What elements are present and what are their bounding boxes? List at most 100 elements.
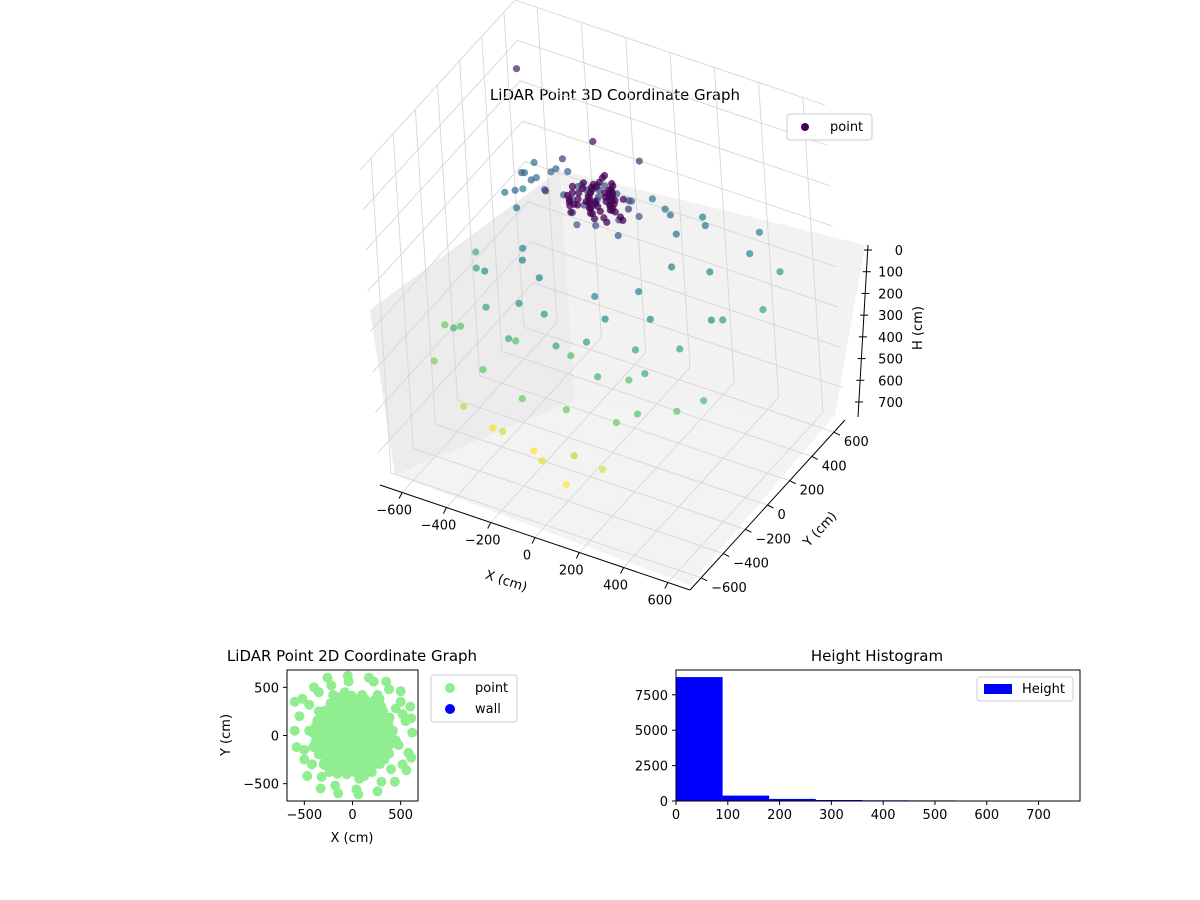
x-tick-label-hist: 700 <box>1026 808 1051 823</box>
point-3d <box>600 172 609 180</box>
point-2d <box>322 672 333 683</box>
chart-2d-title: LiDAR Point 2D Coordinate Graph <box>227 647 477 665</box>
x-tick-label-2d: 0 <box>348 808 356 823</box>
point-2d <box>325 698 336 709</box>
z-tick-label-3d: 0 <box>895 244 903 259</box>
chart-2d: LiDAR Point 2D Coordinate Graph −500−500… <box>219 647 518 846</box>
z-axis-label-3d: H (cm) <box>911 306 926 350</box>
y-tick-mark-3d <box>700 577 708 582</box>
y-axis-label-3d: Y (cm) <box>800 509 840 551</box>
z-tick-label-3d: 600 <box>878 374 903 389</box>
plot-frame-hist <box>675 669 1081 802</box>
point-2d <box>313 749 324 760</box>
x-tick-mark-3d <box>487 522 492 529</box>
grid-line-y <box>392 133 724 554</box>
grid-line-z <box>359 0 826 171</box>
point-3d <box>582 338 591 346</box>
grid-line-y <box>370 157 702 579</box>
z-tick-label-3d: 200 <box>878 287 903 302</box>
point-2d <box>308 728 319 739</box>
point-3d <box>472 264 480 272</box>
point-3d <box>512 65 521 73</box>
point-3d <box>499 428 507 436</box>
legend-2d-wall-label: wall <box>475 702 501 717</box>
y-tick-mark-3d <box>722 553 730 558</box>
point-3d <box>441 321 449 329</box>
point-3d <box>574 201 582 209</box>
point-2d <box>359 693 370 704</box>
y-tick-mark-3d <box>767 504 774 509</box>
point-3d <box>481 267 489 275</box>
point-3d <box>562 406 570 414</box>
point-3d <box>585 194 593 202</box>
legend-hist: Height <box>976 676 1074 702</box>
point-3d <box>608 179 616 188</box>
point-2d <box>289 725 300 736</box>
hist-bar <box>676 677 723 801</box>
x-tick-mark-3d <box>575 552 580 559</box>
point-3d <box>489 424 497 432</box>
chart-hist: Height Histogram 0 100 200 300 400 500 600 7000… <box>635 647 1081 823</box>
x-tick-label-3d: 200 <box>559 564 584 579</box>
grid-line-y <box>481 36 812 457</box>
z-tick-label-3d: 100 <box>878 266 903 281</box>
point-2d <box>401 765 412 776</box>
point-2d <box>381 676 392 687</box>
z-tick-label-3d: 700 <box>878 396 903 411</box>
point-3d <box>547 168 555 176</box>
point-3d <box>565 198 573 206</box>
point-2d <box>332 692 343 703</box>
point-3d <box>668 263 676 271</box>
point-2d <box>368 695 379 706</box>
y-tick-label-hist: 0 <box>660 795 668 810</box>
grid-line-y <box>414 109 746 530</box>
grid-line-x <box>401 7 558 493</box>
point-2d <box>294 711 305 722</box>
legend-3d-label: point <box>830 120 863 135</box>
point-3d <box>608 197 616 205</box>
point-2d <box>384 712 395 723</box>
point-2d <box>384 684 395 695</box>
point-3d <box>512 337 520 345</box>
grid-line-z <box>377 282 844 453</box>
point-3d <box>612 419 621 427</box>
point-3d <box>599 465 607 473</box>
x-axis-label-3d: X (cm) <box>483 568 529 596</box>
point-2d <box>302 771 313 781</box>
point-2d <box>291 742 302 753</box>
legend-hist-frame <box>976 676 1074 702</box>
point-3d <box>641 370 649 378</box>
point-3d <box>594 373 602 381</box>
y-tick-label-hist: 5000 <box>635 724 668 739</box>
point-2d <box>308 741 319 752</box>
point-2d <box>316 771 327 782</box>
x-tick-label-2d: −500 <box>286 808 322 823</box>
point-3d <box>701 222 709 230</box>
point-3d <box>596 207 604 215</box>
point-3d <box>568 182 577 190</box>
point-3d <box>515 299 523 307</box>
point-3d <box>706 268 714 276</box>
grid-line-z <box>364 80 831 252</box>
point-3d <box>590 215 599 223</box>
grid-line-x <box>446 22 602 508</box>
point-2d <box>378 705 388 716</box>
point-3d <box>635 212 643 221</box>
point-3d <box>591 292 599 301</box>
x-tick-label-3d: −400 <box>421 519 457 534</box>
ticks-2d: −500 −500 0 0 500 500 <box>243 681 413 823</box>
point-3d <box>759 306 767 314</box>
point-3d <box>558 155 567 163</box>
x-tick-label-3d: 0 <box>523 549 531 564</box>
point-2d <box>387 726 398 737</box>
legend-2d: point wall <box>430 674 518 723</box>
point-2d <box>389 776 400 787</box>
point-3d <box>755 228 764 236</box>
point-3d <box>542 187 550 195</box>
point-3d <box>505 335 513 343</box>
point-3d <box>579 179 588 187</box>
y-tick-label-3d: −200 <box>755 532 791 547</box>
point-3d <box>625 197 633 205</box>
point-3d <box>574 195 582 203</box>
